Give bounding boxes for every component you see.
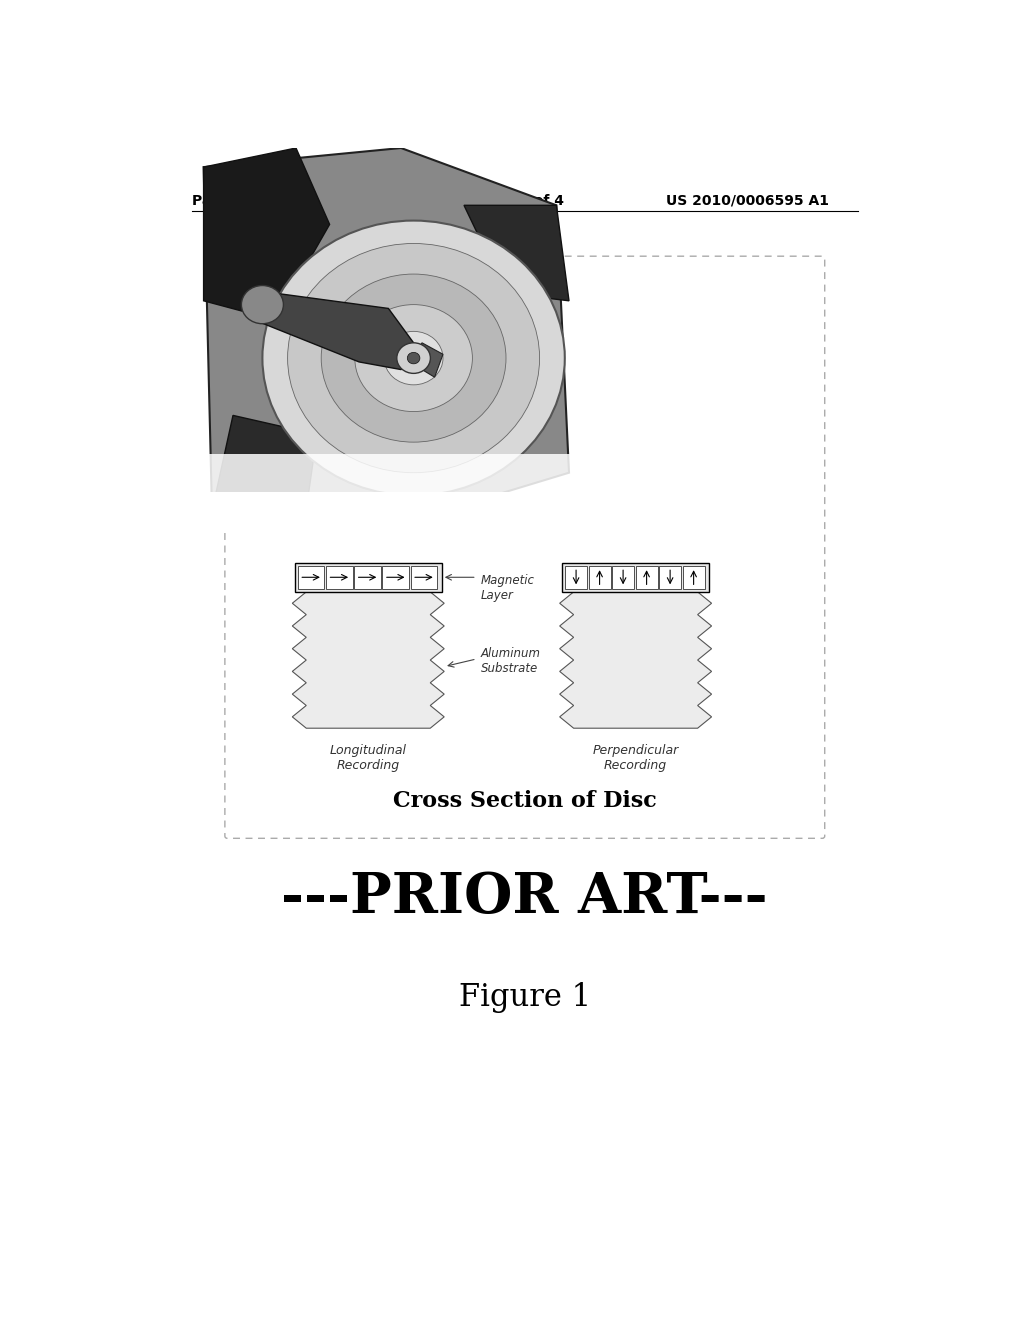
Polygon shape xyxy=(204,148,330,319)
Polygon shape xyxy=(292,591,444,729)
Text: Jan. 14, 2010  Sheet 1 of 4: Jan. 14, 2010 Sheet 1 of 4 xyxy=(357,194,565,207)
Text: Cross Section of Disc: Cross Section of Disc xyxy=(393,791,656,812)
Text: Figure 1: Figure 1 xyxy=(459,982,591,1014)
Bar xyxy=(411,566,437,589)
Text: US 2010/0006595 A1: US 2010/0006595 A1 xyxy=(667,194,829,207)
Polygon shape xyxy=(560,591,712,729)
Circle shape xyxy=(401,347,426,370)
Text: Perpendicular
Recording: Perpendicular Recording xyxy=(593,743,679,772)
Bar xyxy=(326,566,352,589)
Polygon shape xyxy=(170,492,590,531)
Bar xyxy=(354,566,381,589)
Polygon shape xyxy=(170,454,590,531)
Bar xyxy=(659,566,681,589)
Polygon shape xyxy=(204,148,569,531)
Text: ---PRIOR ART---: ---PRIOR ART--- xyxy=(282,870,768,925)
Polygon shape xyxy=(254,293,422,370)
Bar xyxy=(589,566,610,589)
Text: Magnetic
Layer: Magnetic Layer xyxy=(480,574,535,602)
Bar xyxy=(683,566,705,589)
Circle shape xyxy=(322,275,506,442)
Bar xyxy=(562,562,710,591)
Circle shape xyxy=(384,331,443,385)
Bar xyxy=(382,566,409,589)
Polygon shape xyxy=(212,416,317,523)
Circle shape xyxy=(288,243,540,473)
FancyBboxPatch shape xyxy=(225,256,824,838)
Bar xyxy=(612,566,634,589)
Circle shape xyxy=(408,352,420,364)
Text: Aluminum
Substrate: Aluminum Substrate xyxy=(480,647,541,676)
Bar xyxy=(295,562,442,591)
Text: Longitudinal
Recording: Longitudinal Recording xyxy=(330,743,407,772)
Text: Patent Application Publication: Patent Application Publication xyxy=(191,194,429,207)
Circle shape xyxy=(354,305,472,412)
Circle shape xyxy=(242,285,284,323)
Polygon shape xyxy=(464,206,569,301)
Bar xyxy=(298,566,325,589)
Circle shape xyxy=(262,220,565,495)
Circle shape xyxy=(397,343,430,374)
Polygon shape xyxy=(410,343,443,378)
Bar xyxy=(636,566,657,589)
Bar xyxy=(565,566,587,589)
